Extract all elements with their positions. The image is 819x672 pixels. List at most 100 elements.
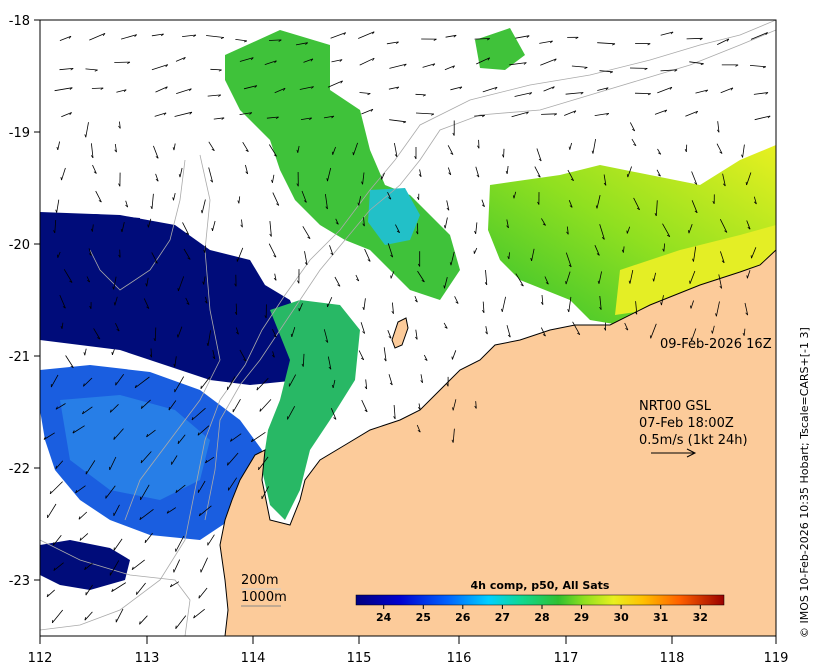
wind-arrow-head [256,387,259,391]
wind-arrow-head [237,200,240,204]
wind-arrow [59,68,74,71]
wind-arrow [139,508,154,521]
wind-arrow [657,148,662,155]
wind-arrow [174,356,177,367]
wind-arrow [325,194,328,210]
wind-arrow-head [303,200,307,203]
wind-arrow-head [451,439,454,443]
wind-arrow [568,200,573,208]
wind-arrow-head [552,86,555,90]
wind-arrow [85,460,96,475]
wind-arrow-head [632,128,635,132]
wind-arrow-head [417,429,421,433]
wind-arrow [55,460,64,470]
wind-arrow [383,347,387,362]
wind-arrow [331,59,343,63]
wind-arrow [387,330,392,339]
wind-arrow-head [362,223,365,227]
wind-arrow-head [393,416,396,420]
wind-arrow [444,217,448,229]
wind-arrow [445,34,457,38]
wind-arrow-head [664,109,668,113]
wind-arrow [444,65,455,71]
wind-arrow-head [360,357,364,361]
wind-arrow-head [240,224,243,228]
wind-arrow [43,432,55,440]
wind-arrow-head [745,312,749,316]
wind-arrow-head [601,237,605,240]
wind-arrow-head [109,409,112,413]
wind-arrow [204,245,207,253]
wind-arrow [185,297,190,305]
wind-arrow [388,86,399,90]
wind-arrow-head [55,209,58,213]
wind-arrow [754,115,771,121]
wind-arrow-head [690,305,692,309]
wind-arrow-head [715,313,717,317]
wind-arrow-head [212,356,216,360]
wind-arrow-head [218,94,222,97]
wind-arrow [387,192,392,200]
wind-arrow [236,247,244,262]
wind-arrow-head [343,32,347,36]
wind-arrow [443,322,448,329]
wind-arrow [173,193,176,201]
wind-arrow [272,329,277,338]
wind-arrow-head [186,302,190,305]
wind-arrow [716,143,723,154]
wind-arrow-head [78,516,81,520]
wind-arrow-head [361,181,363,185]
wind-arrow-head [68,35,72,39]
x-tick-label: 113 [135,651,160,666]
wind-arrow-head [198,595,200,599]
wind-arrow-head [711,330,713,334]
wind-arrow [362,172,365,185]
wind-arrow-head [113,302,116,306]
wind-arrow [182,222,190,235]
wind-arrow-head [719,285,723,289]
land-mass [220,250,776,636]
wind-arrow-head [93,171,97,174]
wind-arrow-head [443,225,446,229]
wind-arrow-head [139,516,142,520]
wind-arrow [203,276,206,285]
wind-arrow [390,271,395,279]
wind-arrow [301,190,307,203]
wind-arrow [476,57,490,65]
wind-arrow [72,425,85,434]
wind-arrow [635,301,638,315]
wind-arrow [660,31,674,36]
wind-arrow [155,86,168,93]
wind-arrow [300,117,312,120]
wind-arrow [175,57,186,62]
wind-arrow [287,406,296,420]
wind-arrow [541,294,544,305]
wind-arrow [565,92,584,95]
wind-arrow [474,114,485,117]
wind-arrow-head [211,227,213,231]
wind-arrow [452,428,455,443]
wind-arrow [482,301,485,313]
wind-arrow [569,142,572,150]
wind-arrow [75,485,86,494]
wind-arrow-head [259,408,261,412]
wind-arrow [173,559,181,573]
wind-arrow [288,374,297,387]
wind-arrow-head [767,115,771,119]
y-tick-label: -23 [9,574,30,589]
wind-arrow-head [100,87,104,90]
wind-source-label: NRT00 GSL [639,399,712,414]
wind-arrow-head [415,336,418,340]
wind-arrow-head [84,566,87,570]
wind-arrow [82,406,93,415]
wind-arrow-head [526,35,530,38]
wind-arrow-head [573,110,577,114]
wind-arrow [84,562,93,571]
wind-arrow [151,252,158,264]
wind-arrow [113,538,123,551]
wind-arrow [239,57,254,62]
wind-arrow-head [97,337,101,340]
wind-arrow-head [694,182,698,185]
wind-arrow [91,87,104,89]
wind-arrow-head [123,89,127,92]
